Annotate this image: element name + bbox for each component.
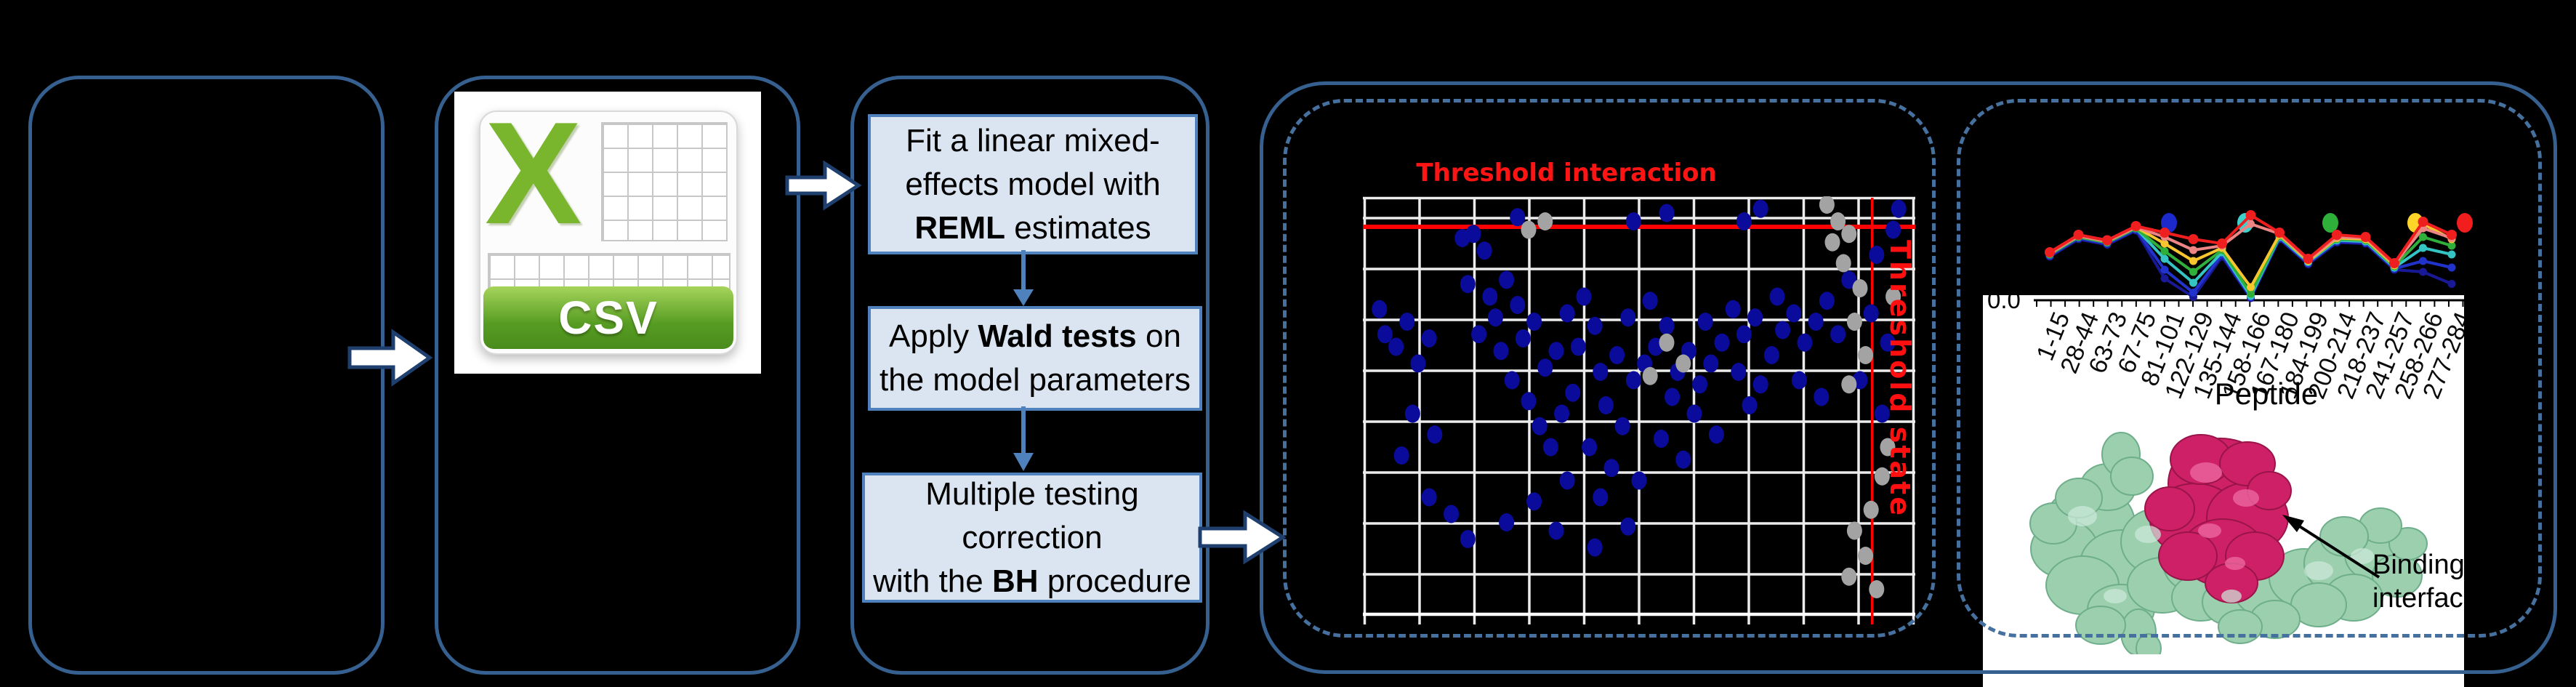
step-multiple-testing: Multiple testing correction with the BH … (862, 473, 1202, 603)
scatter-svg (1363, 196, 1915, 624)
step-wald-tests: Apply Wald tests on the model parameters (868, 306, 1202, 411)
peptide-axis-title: Peptide (2214, 377, 2319, 411)
step-fit-model-text: Fit a linear mixed-effects model with RE… (905, 122, 1161, 246)
csv-label: CSV (558, 292, 659, 344)
legend-dot-3 (2407, 213, 2423, 233)
step-wald-tests-text: Apply Wald tests on the model parameters (880, 318, 1191, 398)
flow-arrow-3 (1198, 510, 1287, 565)
input-data-box (28, 76, 385, 675)
binding-region-highlights (2190, 462, 2259, 570)
down-arrow-1 (1013, 250, 1034, 306)
binding-interface-label: Binding interface (2372, 550, 2464, 614)
excel-x-glyph: X (485, 111, 582, 254)
flow-arrow-1 (347, 329, 433, 387)
csv-banner: CSV (483, 286, 733, 349)
step-multiple-testing-text: Multiple testing correction with the BH … (873, 475, 1191, 599)
threshold-scatter-plot (1363, 196, 1915, 632)
y-axis-tick-label: 0.0 (1987, 295, 2021, 313)
legend-dot-0 (2161, 213, 2177, 233)
legend-dot-2 (2322, 213, 2338, 233)
step-fit-model: Fit a linear mixed-effects model with RE… (868, 114, 1198, 254)
csv-card: X CSV (479, 111, 738, 355)
protein-binding-region (2144, 434, 2292, 603)
threshold-interaction-label: Threshold interaction (1416, 158, 1717, 188)
legend-dot-4 (2457, 213, 2473, 233)
flow-arrow-2 (785, 160, 862, 211)
timepoint-legend-dots (2072, 204, 2537, 247)
analysis-steps-box (850, 76, 1209, 675)
legend-dot-1 (2237, 213, 2253, 233)
csv-file-icon: X CSV (454, 92, 761, 374)
uptake-figure-panel: 0.0 1-15 28-44 63-73 67-75 81-101 122-129 135-… (1983, 295, 2464, 687)
protein-structure-image (2029, 432, 2428, 654)
green-surface-highlights (2068, 506, 2374, 603)
binding-interface-arrow (2282, 515, 2380, 579)
spreadsheet-grid-icon (601, 122, 728, 241)
threshold-state-label: Threshold state (1884, 240, 1916, 518)
csv-box (435, 76, 800, 675)
protein-green-surface (2029, 432, 2428, 654)
down-arrow-2 (1013, 406, 1034, 471)
